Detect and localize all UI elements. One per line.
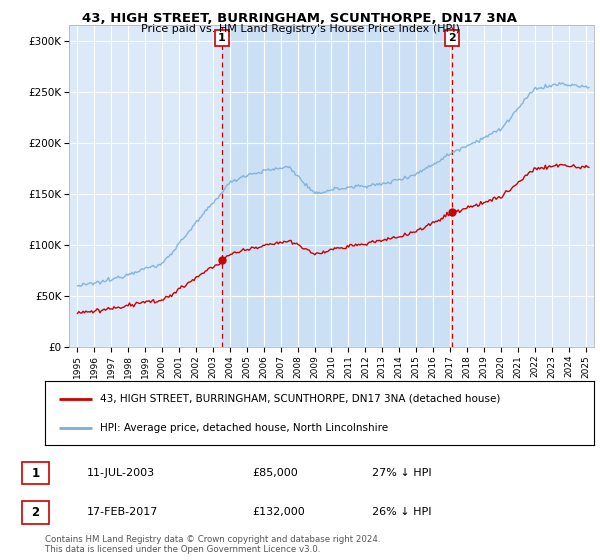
Text: Contains HM Land Registry data © Crown copyright and database right 2024.
This d: Contains HM Land Registry data © Crown c…: [45, 535, 380, 554]
Text: 17-FEB-2017: 17-FEB-2017: [87, 507, 158, 517]
Text: 43, HIGH STREET, BURRINGHAM, SCUNTHORPE, DN17 3NA (detached house): 43, HIGH STREET, BURRINGHAM, SCUNTHORPE,…: [100, 394, 500, 404]
Text: 26% ↓ HPI: 26% ↓ HPI: [372, 507, 431, 517]
Text: 1: 1: [218, 33, 226, 43]
Text: 2: 2: [448, 33, 456, 43]
Text: £132,000: £132,000: [252, 507, 305, 517]
Text: £85,000: £85,000: [252, 468, 298, 478]
Text: 11-JUL-2003: 11-JUL-2003: [87, 468, 155, 478]
Bar: [222, 25, 452, 347]
Text: Price paid vs. HM Land Registry's House Price Index (HPI): Price paid vs. HM Land Registry's House …: [140, 24, 460, 34]
Text: 1: 1: [31, 466, 40, 480]
Text: 27% ↓ HPI: 27% ↓ HPI: [372, 468, 431, 478]
Text: 2: 2: [31, 506, 40, 519]
Text: 43, HIGH STREET, BURRINGHAM, SCUNTHORPE, DN17 3NA: 43, HIGH STREET, BURRINGHAM, SCUNTHORPE,…: [83, 12, 517, 25]
Text: HPI: Average price, detached house, North Lincolnshire: HPI: Average price, detached house, Nort…: [100, 423, 388, 433]
